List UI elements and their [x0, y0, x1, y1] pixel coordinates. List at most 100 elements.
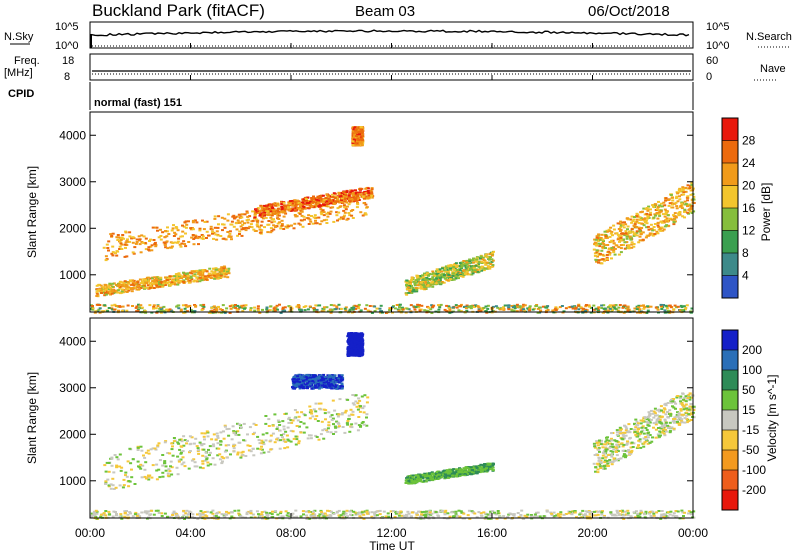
- heatmap-cell: [123, 515, 127, 518]
- heatmap-cell: [282, 433, 286, 436]
- heatmap-cell: [511, 306, 515, 309]
- heatmap-cell: [237, 433, 241, 436]
- heatmap-cell: [223, 450, 227, 453]
- heatmap-cell: [215, 238, 219, 241]
- heatmap-cell: [343, 206, 347, 209]
- heatmap-cell: [150, 311, 154, 314]
- heatmap-cell: [622, 244, 625, 246]
- heatmap-cell: [465, 259, 469, 262]
- heatmap-cell: [414, 279, 418, 282]
- heatmap-cell: [615, 232, 619, 235]
- heatmap-cell: [484, 253, 488, 256]
- heatmap-cell: [357, 397, 361, 400]
- heatmap-cell: [200, 279, 204, 282]
- heatmap-cell: [477, 308, 481, 311]
- heatmap-cell: [336, 207, 340, 210]
- heatmap-cell: [126, 287, 130, 290]
- heatmap-cell: [449, 267, 453, 270]
- heatmap-cell: [295, 425, 299, 427]
- heatmap-cell: [351, 394, 355, 396]
- heatmap-cell: [439, 510, 443, 513]
- heatmap-cell: [253, 306, 257, 309]
- heatmap-cell: [356, 408, 360, 411]
- heatmap-cell: [174, 274, 178, 277]
- heatmap-cell: [260, 448, 264, 451]
- heatmap-cell: [423, 278, 427, 281]
- heatmap-cell: [408, 290, 412, 293]
- heatmap-cell: [635, 226, 639, 229]
- heatmap-cell: [192, 270, 196, 273]
- heatmap-cell: [314, 304, 318, 307]
- heatmap-cell: [490, 254, 494, 257]
- heatmap-cell: [147, 248, 150, 251]
- heatmap-cell: [645, 222, 649, 225]
- heatmap-cell: [292, 437, 296, 440]
- heatmap-cell: [196, 513, 199, 516]
- heatmap-cell: [224, 444, 228, 447]
- heatmap-cell: [197, 452, 201, 455]
- heatmap-cell: [282, 228, 286, 230]
- heatmap-cell: [124, 246, 127, 249]
- heatmap-cell: [603, 230, 607, 233]
- heatmap-cell: [286, 512, 290, 515]
- heatmap-cell: [341, 412, 345, 415]
- heatmap-cell: [577, 304, 581, 307]
- heatmap-cell: [110, 292, 114, 295]
- heatmap-cell: [287, 416, 291, 419]
- heatmap-cell: [201, 219, 204, 222]
- heatmap-cell: [365, 424, 369, 427]
- heatmap-cell: [447, 271, 451, 274]
- heatmap-cell: [167, 233, 171, 235]
- heatmap-cell: [104, 482, 107, 485]
- heatmap-cell: [248, 445, 252, 447]
- heatmap-cell: [452, 268, 456, 271]
- heatmap-cell: [167, 468, 171, 471]
- heatmap-cell: [120, 466, 124, 469]
- heatmap-cell: [616, 233, 620, 236]
- heatmap-cell: [582, 514, 586, 517]
- heatmap-cell: [512, 309, 516, 312]
- heatmap-cell: [436, 514, 440, 517]
- heatmap-cell: [147, 474, 150, 477]
- heatmap-cell: [258, 226, 261, 229]
- heatmap-cell: [346, 515, 349, 518]
- heatmap-cell: [124, 283, 128, 286]
- heatmap-cell: [306, 437, 310, 440]
- heatmap-cell: [133, 513, 137, 516]
- heatmap-cell: [355, 135, 359, 137]
- heatmap-cell: [447, 264, 451, 267]
- heatmap-cell: [201, 460, 205, 463]
- heatmap-cell: [171, 512, 175, 515]
- heatmap-cell: [425, 274, 428, 277]
- heatmap-cell: [217, 215, 221, 218]
- heatmap-cell: [358, 515, 362, 518]
- heatmap-cell: [125, 285, 129, 288]
- heatmap-cell: [299, 421, 303, 423]
- heatmap-cell: [186, 278, 190, 280]
- heatmap-cell: [145, 276, 149, 279]
- heatmap-cell: [192, 442, 196, 445]
- heatmap-cell: [351, 142, 355, 144]
- heatmap-cell: [332, 512, 336, 515]
- heatmap-cell: [333, 409, 337, 412]
- heatmap-cell: [350, 190, 354, 192]
- heatmap-cell: [332, 220, 336, 223]
- cpid-text: normal (fast) 151: [94, 97, 182, 109]
- heatmap-cell: [131, 458, 135, 461]
- heatmap-cell: [620, 232, 624, 235]
- heatmap-cell: [204, 278, 208, 281]
- heatmap-cell: [487, 256, 491, 258]
- heatmap-cell: [645, 207, 649, 209]
- heatmap-cell: [268, 208, 272, 211]
- heatmap-cell: [194, 279, 198, 282]
- heatmap-cell: [194, 304, 198, 307]
- heatmap-cell: [111, 484, 115, 487]
- heatmap-cell: [686, 195, 690, 198]
- heatmap-cell: [440, 281, 444, 283]
- heatmap-cell: [338, 516, 342, 519]
- heatmap-cell: [489, 510, 493, 513]
- heatmap-cell: [122, 237, 126, 240]
- heatmap-cell: [234, 222, 238, 225]
- heatmap-cell: [595, 260, 598, 263]
- heatmap-cell: [193, 236, 197, 239]
